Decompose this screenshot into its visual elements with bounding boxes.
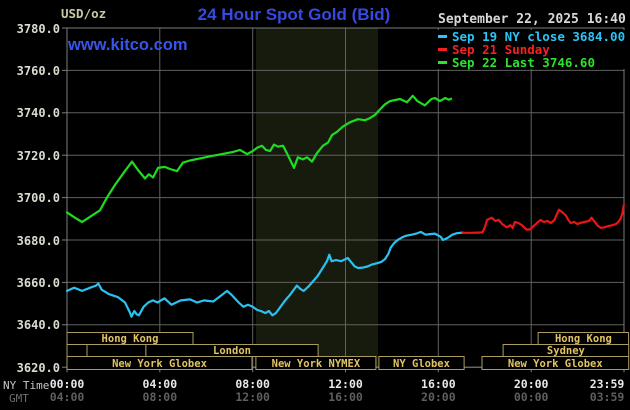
- svg-text:Sydney: Sydney: [547, 345, 586, 357]
- legend-dash-icon: [438, 48, 447, 51]
- x-tick-gmt: 20:00: [421, 390, 456, 404]
- legend-dash-icon: [438, 35, 447, 38]
- y-tick-label: 3620.0: [16, 360, 60, 375]
- x-tick-gmt: 04:00: [49, 390, 85, 404]
- x-tick-ny: 23:59: [589, 377, 625, 391]
- y-tick-label: 3760.0: [16, 63, 60, 78]
- y-tick-label: 3700.0: [16, 191, 60, 206]
- legend: Sep 19 NY close 3684.00 Sep 21 Sunday Se…: [437, 29, 627, 70]
- x-tick-gmt: 08:00: [142, 390, 178, 404]
- y-tick-label: 3660.0: [16, 275, 60, 290]
- x-tick-ny: 16:00: [421, 377, 456, 391]
- svg-text:NY Globex: NY Globex: [393, 358, 451, 370]
- svg-text:New York Globex: New York Globex: [112, 358, 208, 370]
- ny-time-axis-label: NY Time: [3, 379, 50, 392]
- y-axis-unit-label: USD/oz: [61, 6, 107, 21]
- legend-dash-icon: [438, 61, 447, 64]
- legend-item-sep19: Sep 19 NY close 3684.00: [437, 29, 627, 44]
- x-tick-gmt: 03:59: [589, 390, 625, 404]
- x-tick-ny: 08:00: [235, 377, 270, 391]
- svg-text:Hong Kong: Hong Kong: [102, 333, 159, 345]
- svg-text:New York NYMEX: New York NYMEX: [272, 358, 361, 370]
- y-tick-label: 3780.0: [16, 21, 60, 36]
- x-tick-ny: 04:00: [142, 377, 178, 391]
- x-tick-ny: 20:00: [513, 377, 549, 391]
- svg-text:London: London: [213, 345, 251, 357]
- x-tick-ny: 00:00: [49, 377, 85, 391]
- y-tick-label: 3640.0: [16, 318, 60, 333]
- gmt-axis-label: GMT: [9, 392, 29, 405]
- x-tick-gmt: 00:00: [513, 390, 549, 404]
- chart-title: 24 Hour Spot Gold (Bid): [197, 5, 391, 24]
- x-tick-gmt: 16:00: [328, 390, 363, 404]
- legend-label: Sep 22 Last 3746.60: [452, 55, 595, 70]
- svg-text:Hong Kong: Hong Kong: [555, 333, 612, 345]
- kitco-watermark-link[interactable]: www.kitco.com: [68, 36, 188, 54]
- legend-item-sep22: Sep 22 Last 3746.60: [437, 55, 627, 70]
- datetime-label: September 22, 2025 16:40: [438, 12, 626, 27]
- y-tick-label: 3740.0: [16, 106, 60, 121]
- legend-label: Sep 21 Sunday: [452, 42, 550, 57]
- svg-text:New York Globex: New York Globex: [508, 358, 604, 370]
- legend-label: Sep 19 NY close 3684.00: [452, 29, 626, 44]
- legend-item-sep21: Sep 21 Sunday: [437, 42, 627, 57]
- x-tick-gmt: 12:00: [235, 390, 270, 404]
- y-tick-label: 3680.0: [16, 233, 60, 248]
- x-tick-ny: 12:00: [328, 377, 363, 391]
- y-tick-label: 3720.0: [16, 148, 60, 163]
